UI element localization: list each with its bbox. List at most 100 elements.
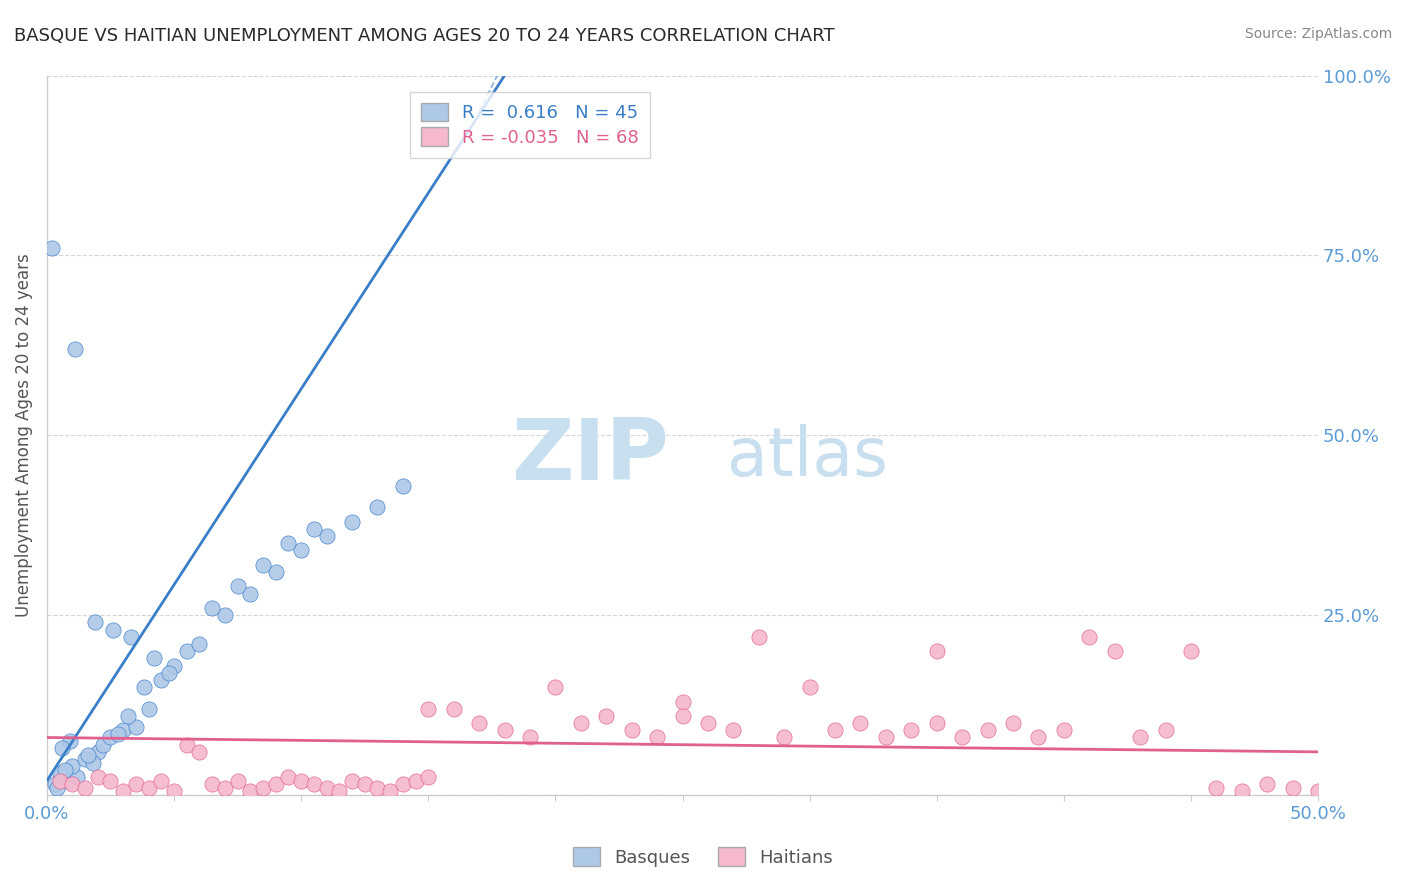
- Point: [91, 738, 114, 752]
- Point: [53, 763, 76, 777]
- Point: [201, 601, 224, 615]
- Point: [544, 680, 567, 694]
- Point: [799, 680, 821, 694]
- Point: [226, 579, 249, 593]
- Point: [117, 709, 139, 723]
- Point: [239, 586, 262, 600]
- Point: [366, 780, 388, 795]
- Point: [59, 734, 82, 748]
- Text: ZIP: ZIP: [510, 416, 669, 499]
- Point: [66, 770, 89, 784]
- Point: [163, 658, 186, 673]
- Point: [340, 773, 363, 788]
- Point: [188, 745, 211, 759]
- Point: [73, 780, 96, 795]
- Point: [392, 777, 415, 791]
- Point: [302, 522, 325, 536]
- Point: [48, 773, 70, 788]
- Point: [645, 731, 668, 745]
- Point: [101, 623, 124, 637]
- Point: [214, 780, 236, 795]
- Point: [849, 716, 872, 731]
- Point: [150, 773, 173, 788]
- Point: [328, 784, 350, 798]
- Point: [87, 770, 110, 784]
- Legend: R =  0.616   N = 45, R = -0.035   N = 68: R = 0.616 N = 45, R = -0.035 N = 68: [411, 92, 650, 158]
- Point: [138, 780, 160, 795]
- Text: BASQUE VS HAITIAN UNEMPLOYMENT AMONG AGES 20 TO 24 YEARS CORRELATION CHART: BASQUE VS HAITIAN UNEMPLOYMENT AMONG AGE…: [14, 27, 835, 45]
- Point: [132, 680, 155, 694]
- Point: [176, 644, 198, 658]
- Point: [1129, 731, 1152, 745]
- Point: [976, 723, 998, 738]
- Point: [824, 723, 846, 738]
- Point: [418, 770, 440, 784]
- Text: atlas: atlas: [727, 424, 887, 490]
- Point: [900, 723, 922, 738]
- Point: [157, 665, 180, 680]
- Text: Source: ZipAtlas.com: Source: ZipAtlas.com: [1244, 27, 1392, 41]
- Point: [56, 773, 79, 788]
- Point: [1078, 630, 1101, 644]
- Point: [290, 543, 312, 558]
- Point: [60, 759, 83, 773]
- Y-axis label: Unemployment Among Ages 20 to 24 years: Unemployment Among Ages 20 to 24 years: [15, 253, 32, 617]
- Point: [46, 780, 69, 795]
- Point: [671, 694, 693, 708]
- Point: [1308, 784, 1330, 798]
- Point: [468, 716, 491, 731]
- Point: [378, 784, 401, 798]
- Point: [950, 731, 973, 745]
- Point: [63, 342, 86, 356]
- Point: [748, 630, 770, 644]
- Point: [925, 716, 948, 731]
- Point: [340, 515, 363, 529]
- Point: [353, 777, 375, 791]
- Point: [125, 777, 148, 791]
- Point: [1053, 723, 1076, 738]
- Point: [252, 558, 274, 572]
- Point: [277, 536, 299, 550]
- Point: [120, 630, 142, 644]
- Point: [1180, 644, 1202, 658]
- Point: [60, 777, 83, 791]
- Point: [1205, 780, 1227, 795]
- Point: [100, 731, 122, 745]
- Point: [671, 709, 693, 723]
- Point: [697, 716, 720, 731]
- Point: [100, 773, 122, 788]
- Point: [723, 723, 745, 738]
- Point: [277, 770, 299, 784]
- Point: [595, 709, 617, 723]
- Point: [392, 478, 415, 492]
- Point: [366, 500, 388, 515]
- Point: [620, 723, 643, 738]
- Legend: Basques, Haitians: Basques, Haitians: [565, 840, 841, 874]
- Point: [405, 773, 427, 788]
- Point: [44, 777, 66, 791]
- Point: [264, 777, 287, 791]
- Point: [1154, 723, 1177, 738]
- Point: [315, 529, 337, 543]
- Point: [112, 784, 135, 798]
- Point: [176, 738, 198, 752]
- Point: [443, 702, 465, 716]
- Point: [239, 784, 262, 798]
- Point: [1028, 731, 1050, 745]
- Point: [142, 651, 165, 665]
- Point: [1256, 777, 1278, 791]
- Point: [73, 752, 96, 766]
- Point: [226, 773, 249, 788]
- Point: [418, 702, 440, 716]
- Point: [519, 731, 541, 745]
- Point: [264, 565, 287, 579]
- Point: [51, 741, 73, 756]
- Point: [82, 756, 104, 770]
- Point: [569, 716, 592, 731]
- Point: [41, 241, 63, 255]
- Point: [138, 702, 160, 716]
- Point: [315, 780, 337, 795]
- Point: [125, 720, 148, 734]
- Point: [875, 731, 897, 745]
- Point: [112, 723, 135, 738]
